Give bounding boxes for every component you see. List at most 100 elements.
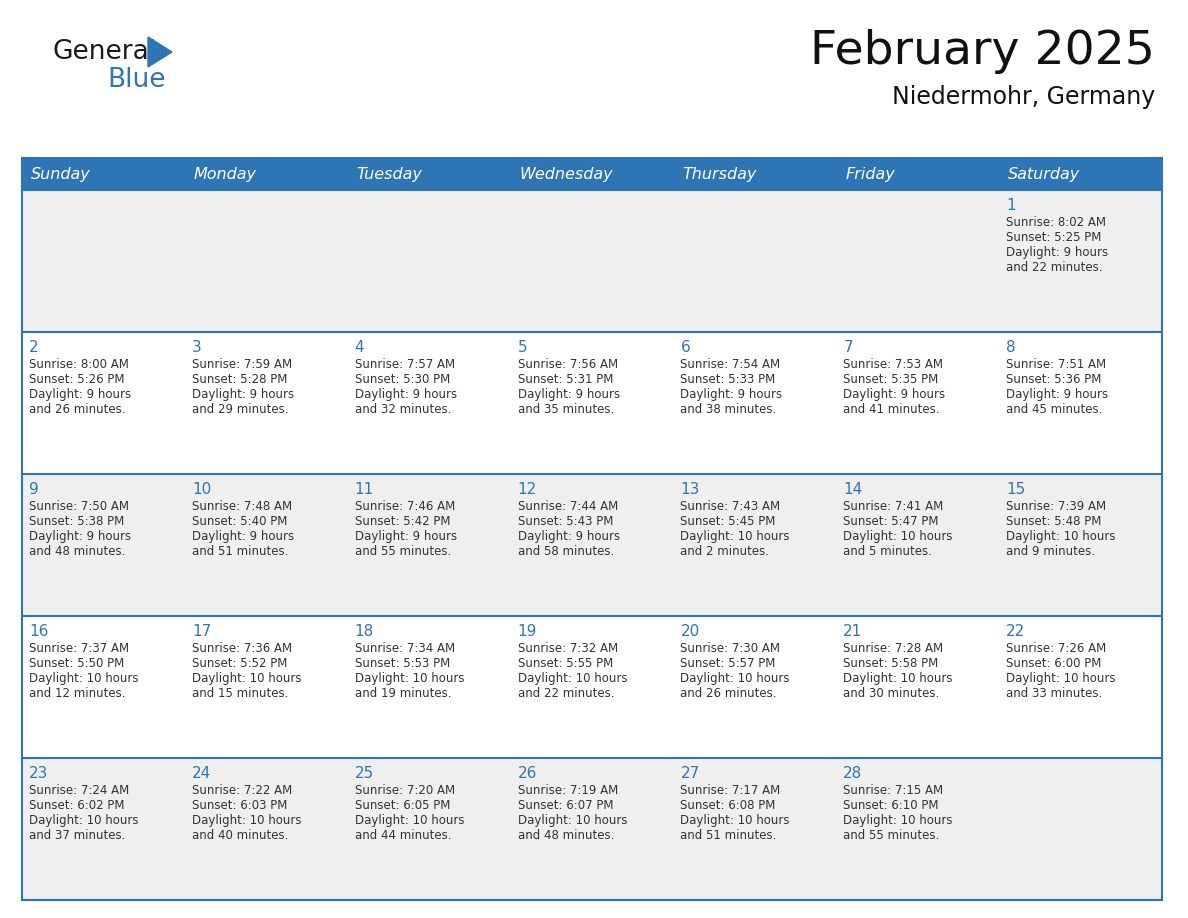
Bar	[511, 758, 674, 900]
Text: Sunrise: 7:37 AM: Sunrise: 7:37 AM	[29, 642, 129, 655]
Text: Daylight: 10 hours: Daylight: 10 hours	[29, 672, 139, 685]
Text: Sunset: 5:36 PM: Sunset: 5:36 PM	[1006, 373, 1101, 386]
Text: Friday: Friday	[846, 166, 895, 182]
Text: Sunrise: 7:44 AM: Sunrise: 7:44 AM	[518, 500, 618, 513]
Text: and 51 minutes.: and 51 minutes.	[681, 829, 777, 842]
Text: Daylight: 10 hours: Daylight: 10 hours	[843, 530, 953, 543]
Text: 12: 12	[518, 482, 537, 497]
Bar	[348, 758, 511, 900]
Text: Sunrise: 8:02 AM: Sunrise: 8:02 AM	[1006, 216, 1106, 229]
Text: Sunset: 5:25 PM: Sunset: 5:25 PM	[1006, 231, 1101, 244]
Text: Sunrise: 7:19 AM: Sunrise: 7:19 AM	[518, 784, 618, 797]
Text: Sunrise: 7:46 AM: Sunrise: 7:46 AM	[355, 500, 455, 513]
Text: and 12 minutes.: and 12 minutes.	[29, 687, 126, 700]
Text: Tuesday: Tuesday	[356, 166, 423, 182]
Text: Sunrise: 8:00 AM: Sunrise: 8:00 AM	[29, 358, 128, 371]
Text: 13: 13	[681, 482, 700, 497]
Text: Saturday: Saturday	[1009, 166, 1080, 182]
Bar	[23, 758, 185, 900]
Text: February 2025: February 2025	[810, 29, 1155, 74]
Text: Daylight: 10 hours: Daylight: 10 hours	[1006, 672, 1116, 685]
Text: Sunset: 6:08 PM: Sunset: 6:08 PM	[681, 799, 776, 812]
Text: and 48 minutes.: and 48 minutes.	[29, 545, 126, 558]
Text: Sunset: 5:53 PM: Sunset: 5:53 PM	[355, 657, 450, 670]
Text: Sunrise: 7:51 AM: Sunrise: 7:51 AM	[1006, 358, 1106, 371]
Text: and 22 minutes.: and 22 minutes.	[1006, 261, 1102, 274]
Text: General: General	[52, 39, 156, 65]
Text: Daylight: 9 hours: Daylight: 9 hours	[191, 530, 293, 543]
Text: Sunrise: 7:59 AM: Sunrise: 7:59 AM	[191, 358, 292, 371]
Text: Thursday: Thursday	[682, 166, 757, 182]
Bar	[836, 158, 999, 190]
Bar	[836, 332, 999, 474]
Text: Sunset: 6:03 PM: Sunset: 6:03 PM	[191, 799, 287, 812]
Bar	[511, 158, 674, 190]
Text: Sunrise: 7:30 AM: Sunrise: 7:30 AM	[681, 642, 781, 655]
Text: Sunset: 5:35 PM: Sunset: 5:35 PM	[843, 373, 939, 386]
Bar	[348, 474, 511, 616]
Text: 22: 22	[1006, 624, 1025, 639]
Text: Sunset: 5:40 PM: Sunset: 5:40 PM	[191, 515, 287, 528]
Text: 24: 24	[191, 766, 211, 781]
Text: 7: 7	[843, 340, 853, 355]
Text: Daylight: 9 hours: Daylight: 9 hours	[1006, 246, 1108, 259]
Text: Daylight: 9 hours: Daylight: 9 hours	[355, 388, 457, 401]
Bar	[999, 758, 1162, 900]
Bar	[674, 158, 836, 190]
Bar	[23, 158, 1162, 900]
Bar	[348, 616, 511, 758]
Text: Sunrise: 7:36 AM: Sunrise: 7:36 AM	[191, 642, 292, 655]
Text: Daylight: 10 hours: Daylight: 10 hours	[29, 814, 139, 827]
Text: 5: 5	[518, 340, 527, 355]
Text: Daylight: 9 hours: Daylight: 9 hours	[518, 530, 620, 543]
Text: and 9 minutes.: and 9 minutes.	[1006, 545, 1095, 558]
Bar	[511, 190, 674, 332]
Bar	[185, 190, 348, 332]
Text: Daylight: 9 hours: Daylight: 9 hours	[1006, 388, 1108, 401]
Bar	[348, 332, 511, 474]
Text: Sunrise: 7:56 AM: Sunrise: 7:56 AM	[518, 358, 618, 371]
Bar	[511, 616, 674, 758]
Text: Sunrise: 7:39 AM: Sunrise: 7:39 AM	[1006, 500, 1106, 513]
Text: Sunset: 5:43 PM: Sunset: 5:43 PM	[518, 515, 613, 528]
Text: Daylight: 9 hours: Daylight: 9 hours	[355, 530, 457, 543]
Text: Daylight: 10 hours: Daylight: 10 hours	[518, 672, 627, 685]
Text: Daylight: 9 hours: Daylight: 9 hours	[518, 388, 620, 401]
Text: Sunset: 5:38 PM: Sunset: 5:38 PM	[29, 515, 125, 528]
Text: and 58 minutes.: and 58 minutes.	[518, 545, 614, 558]
Bar	[185, 158, 348, 190]
Bar	[511, 474, 674, 616]
Text: 14: 14	[843, 482, 862, 497]
Text: 17: 17	[191, 624, 211, 639]
Text: Sunrise: 7:41 AM: Sunrise: 7:41 AM	[843, 500, 943, 513]
Text: Sunrise: 7:48 AM: Sunrise: 7:48 AM	[191, 500, 292, 513]
Text: Sunrise: 7:32 AM: Sunrise: 7:32 AM	[518, 642, 618, 655]
Bar	[999, 332, 1162, 474]
Text: Sunrise: 7:54 AM: Sunrise: 7:54 AM	[681, 358, 781, 371]
Text: and 41 minutes.: and 41 minutes.	[843, 403, 940, 416]
Text: Daylight: 10 hours: Daylight: 10 hours	[191, 814, 302, 827]
Text: Daylight: 10 hours: Daylight: 10 hours	[191, 672, 302, 685]
Bar	[185, 758, 348, 900]
Text: Daylight: 9 hours: Daylight: 9 hours	[29, 530, 131, 543]
Text: 11: 11	[355, 482, 374, 497]
Text: Sunrise: 7:50 AM: Sunrise: 7:50 AM	[29, 500, 129, 513]
Bar	[23, 474, 185, 616]
Text: Niedermohr, Germany: Niedermohr, Germany	[892, 85, 1155, 109]
Text: and 48 minutes.: and 48 minutes.	[518, 829, 614, 842]
Text: Daylight: 10 hours: Daylight: 10 hours	[681, 530, 790, 543]
Text: Daylight: 10 hours: Daylight: 10 hours	[681, 672, 790, 685]
Bar	[185, 332, 348, 474]
Text: Sunrise: 7:22 AM: Sunrise: 7:22 AM	[191, 784, 292, 797]
Bar	[999, 474, 1162, 616]
Text: and 51 minutes.: and 51 minutes.	[191, 545, 289, 558]
Text: and 38 minutes.: and 38 minutes.	[681, 403, 777, 416]
Text: Daylight: 9 hours: Daylight: 9 hours	[29, 388, 131, 401]
Text: Sunset: 5:28 PM: Sunset: 5:28 PM	[191, 373, 287, 386]
Bar	[674, 474, 836, 616]
Text: Daylight: 9 hours: Daylight: 9 hours	[191, 388, 293, 401]
Text: 26: 26	[518, 766, 537, 781]
Text: Sunset: 5:57 PM: Sunset: 5:57 PM	[681, 657, 776, 670]
Text: Daylight: 10 hours: Daylight: 10 hours	[355, 672, 465, 685]
Text: 28: 28	[843, 766, 862, 781]
